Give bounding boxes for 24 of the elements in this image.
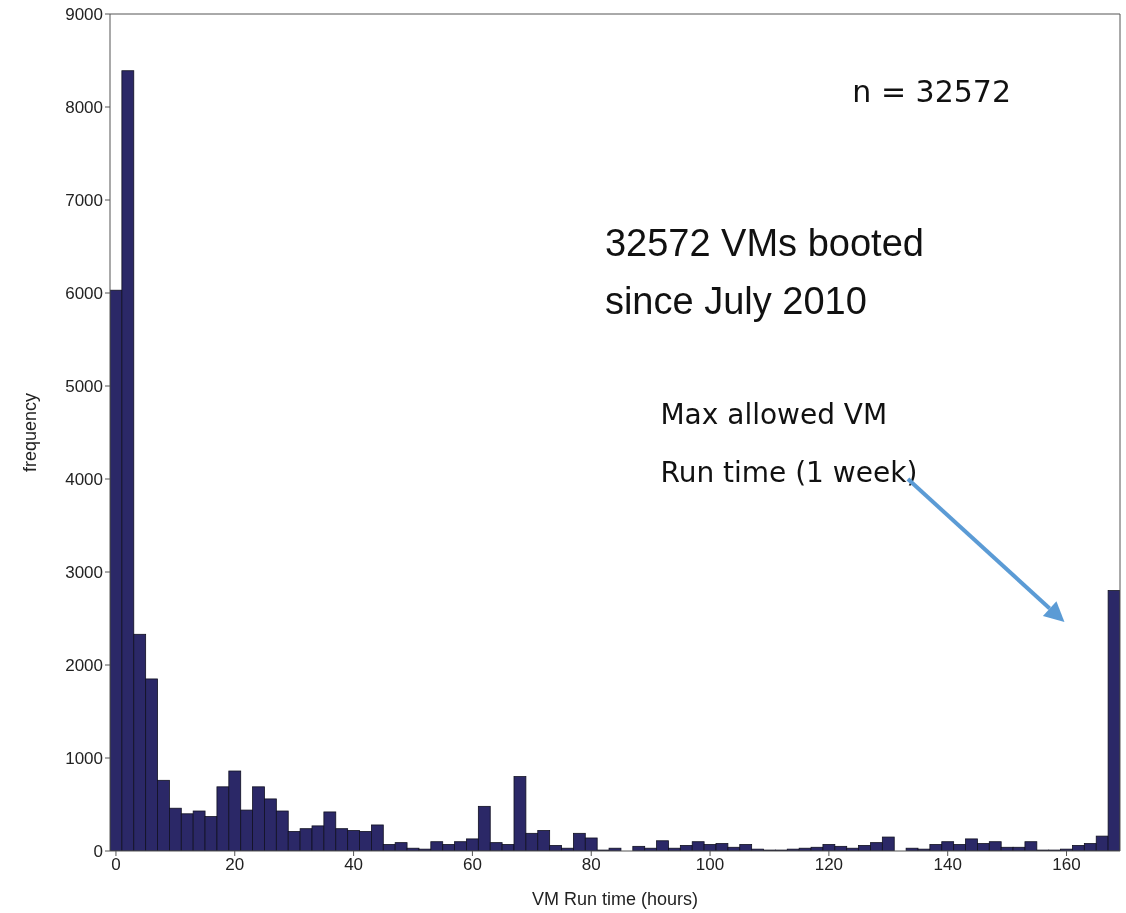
annotation: n = 32572: [852, 74, 1012, 109]
x-tick-label: 160: [1052, 855, 1081, 875]
x-tick-label: 0: [111, 855, 121, 875]
y-tick-label: 7000: [65, 191, 103, 211]
x-tick-label: 80: [581, 855, 601, 875]
y-tick-label: 8000: [65, 98, 103, 118]
x-tick-label: 120: [814, 855, 844, 875]
x-axis-title: VM Run time (hours): [531, 889, 699, 909]
y-tick-label: 1000: [65, 749, 103, 769]
y-tick-label: 9000: [65, 5, 103, 25]
x-tick-label: 20: [225, 855, 245, 875]
x-tick-label: 100: [695, 855, 725, 875]
annotation: 32572 VMs booted since July 2010: [604, 221, 924, 324]
y-axis-title: frequency: [20, 392, 41, 473]
y-tick-label: 6000: [65, 284, 103, 304]
annotation: Max allowed VM Run time (1 week): [660, 397, 918, 491]
y-tick-label: 5000: [65, 377, 103, 397]
y-tick-label: 4000: [65, 470, 103, 490]
x-tick-label: 60: [462, 855, 482, 875]
x-tick-label: 140: [933, 855, 962, 875]
y-tick-label: 3000: [65, 563, 103, 583]
x-tick-label: 40: [344, 855, 364, 875]
y-tick-label: 0: [93, 842, 103, 862]
y-tick-label: 2000: [65, 656, 103, 676]
